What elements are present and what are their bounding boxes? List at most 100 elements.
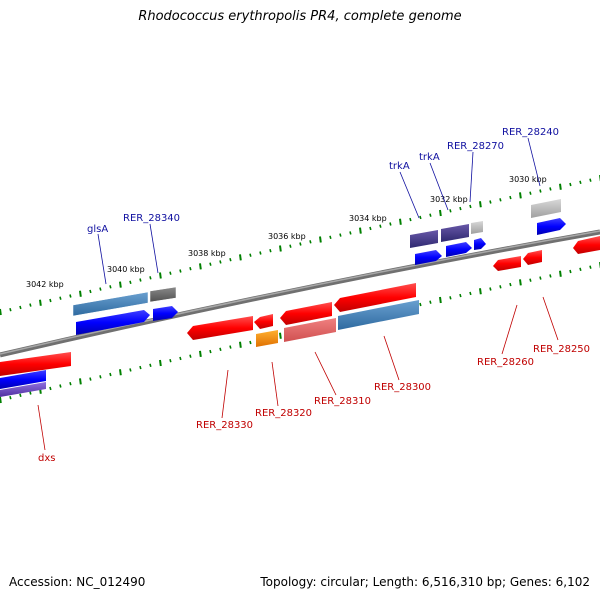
outer-track-tick — [179, 269, 182, 273]
inner-track-tick — [529, 278, 532, 282]
outer-track-tick — [549, 187, 552, 191]
outer-track-tick — [249, 253, 252, 257]
feature-rer28340-cds[interactable] — [149, 286, 177, 303]
gene-labels-top: glsA RER_28340 trkA trkA RER_28270 RER_2… — [87, 127, 559, 235]
gene-label-rer28240[interactable]: RER_28240 — [502, 127, 559, 138]
inner-track-tick — [469, 291, 472, 296]
inner-track-tick — [169, 358, 172, 363]
outer-tick-track — [0, 175, 600, 316]
inner-track-tick — [489, 287, 492, 291]
gene-label-rer28300[interactable]: RER_28300 — [374, 382, 431, 393]
label-leader-lines — [37, 137, 559, 451]
gene-label-rer28260[interactable]: RER_28260 — [477, 357, 534, 368]
feature-rer28300-cds[interactable] — [338, 300, 419, 330]
inner-track-tick — [189, 354, 192, 358]
outer-track-tick — [59, 296, 62, 300]
inner-track-tick — [569, 269, 572, 274]
inner-track-tick — [479, 288, 482, 295]
outer-track-tick — [419, 215, 422, 220]
outer-track-tick — [149, 276, 152, 280]
feature-rer28320-cds[interactable] — [256, 330, 278, 347]
feature-rer28310-cds[interactable] — [284, 318, 336, 342]
feature-dxs-gene[interactable] — [0, 370, 46, 389]
feature-glsA-cds[interactable] — [72, 291, 149, 317]
inner-track-tick — [29, 391, 32, 395]
feature-rer28240-cds[interactable] — [531, 199, 561, 218]
outer-track-tick — [209, 262, 212, 266]
inner-track-tick — [109, 372, 112, 377]
tick-label-3034: 3034 kbp — [349, 214, 387, 223]
forward-strand-features — [0, 199, 566, 397]
outer-track-tick — [349, 231, 352, 235]
outer-track-tick — [89, 289, 92, 294]
outer-track-tick — [519, 192, 522, 199]
reverse-strand-features — [0, 236, 600, 376]
feature-right-red[interactable] — [573, 236, 600, 254]
inner-track-tick — [239, 341, 242, 348]
feature-rer28300-gene[interactable] — [334, 283, 416, 312]
outer-track-tick — [0, 308, 2, 316]
outer-track-tick — [9, 307, 12, 312]
genome-backbone — [0, 229, 600, 358]
feature-trkA-1-gene[interactable] — [415, 250, 442, 265]
outer-track-tick — [39, 299, 42, 306]
feature-trkA-1-cds[interactable] — [410, 230, 438, 248]
gene-label-rer28330[interactable]: RER_28330 — [196, 420, 253, 431]
feature-rer28270-gene[interactable] — [474, 238, 486, 250]
outer-track-tick — [339, 233, 342, 237]
outer-track-tick — [109, 285, 112, 289]
feature-left-red[interactable] — [0, 352, 71, 376]
gene-label-rer28250[interactable]: RER_28250 — [533, 344, 590, 355]
outer-track-tick — [129, 280, 132, 285]
inner-track-tick — [49, 386, 52, 391]
outer-track-tick — [79, 290, 82, 297]
feature-rer28250-gene[interactable] — [523, 250, 542, 265]
outer-track-tick — [439, 209, 442, 217]
feature-rer28310-gene[interactable] — [280, 302, 332, 325]
inner-track-tick — [79, 378, 82, 385]
outer-track-tick — [199, 263, 202, 270]
outer-track-tick — [299, 242, 302, 246]
gene-label-rer28340[interactable]: RER_28340 — [123, 213, 180, 224]
gene-label-dxs[interactable]: dxs — [38, 453, 55, 464]
feature-glsA-gene[interactable] — [76, 310, 150, 335]
feature-trkA-2-gene[interactable] — [446, 242, 472, 257]
gene-label-rer28310[interactable]: RER_28310 — [314, 396, 371, 407]
gene-label-glsA[interactable]: glsA — [87, 224, 108, 235]
gene-label-trkA-1[interactable]: trkA — [389, 161, 410, 172]
inner-track-tick — [459, 293, 462, 298]
outer-track-tick — [409, 217, 412, 222]
inner-track-tick — [0, 396, 2, 404]
feature-rer28340-gene[interactable] — [153, 306, 178, 321]
inner-track-tick — [499, 285, 502, 289]
feature-rer28330-gene[interactable] — [187, 316, 253, 340]
inner-track-tick — [129, 368, 132, 372]
feature-trkA-2-cds[interactable] — [441, 224, 469, 242]
outer-track-tick — [169, 271, 172, 275]
inner-track-tick — [279, 332, 282, 339]
outer-track-tick — [329, 235, 332, 240]
feature-rer28260-gene[interactable] — [493, 256, 521, 271]
gene-label-trkA-2[interactable]: trkA — [419, 152, 440, 163]
gene-label-rer28320[interactable]: RER_28320 — [255, 408, 312, 419]
outer-track-tick — [459, 206, 462, 211]
outer-track-tick — [579, 180, 582, 185]
outer-track-tick — [479, 201, 482, 208]
gene-label-rer28270[interactable]: RER_28270 — [447, 141, 504, 152]
outer-track-tick — [29, 303, 32, 307]
outer-track-tick — [319, 236, 322, 243]
inner-track-tick — [449, 296, 452, 300]
feature-rer28240-gene[interactable] — [537, 218, 566, 235]
inner-track-tick — [19, 393, 22, 398]
tick-label-3032: 3032 kbp — [430, 195, 468, 204]
feature-rer28320-gene[interactable] — [254, 314, 273, 329]
inner-track-tick — [59, 384, 62, 388]
outer-track-tick — [289, 244, 292, 248]
feature-rer28270-cds[interactable] — [471, 221, 483, 234]
inner-track-tick — [589, 265, 592, 269]
outer-track-tick — [239, 254, 242, 261]
inner-track-tick — [519, 279, 522, 286]
feature-dxs-cds[interactable] — [0, 382, 46, 397]
outer-track-tick — [309, 240, 312, 244]
inner-track-tick — [229, 345, 232, 349]
